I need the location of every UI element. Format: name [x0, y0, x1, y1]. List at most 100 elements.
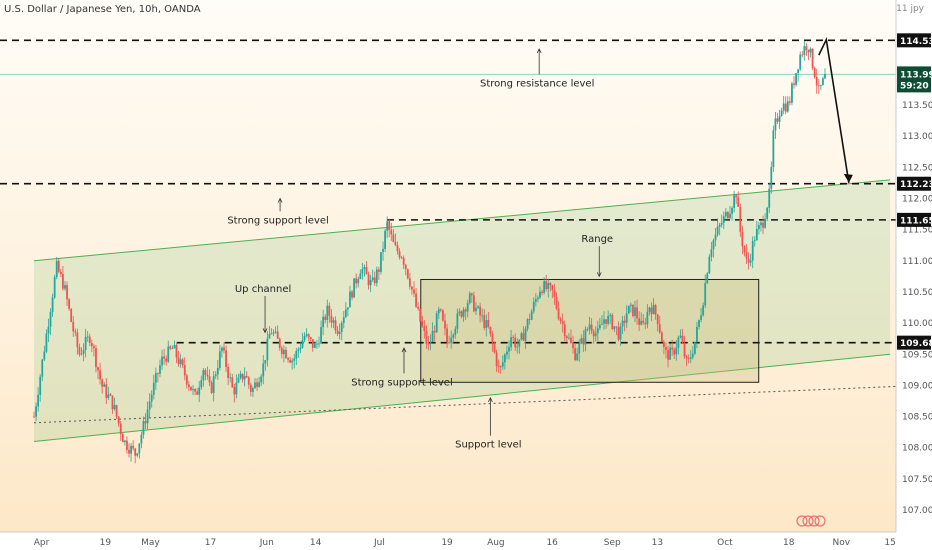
candle-body — [53, 277, 56, 298]
candle-body — [324, 316, 327, 320]
candle-body — [190, 386, 192, 391]
candle-body — [735, 195, 738, 198]
y-tick-label: 113.000 — [902, 132, 932, 142]
candle-body — [431, 330, 434, 342]
candle-body — [541, 291, 543, 293]
candle-body — [634, 307, 636, 317]
candle-body — [522, 333, 525, 341]
candle-body — [84, 336, 87, 350]
candle-body — [439, 309, 442, 311]
candle-body — [138, 443, 141, 454]
candle-body — [161, 356, 163, 366]
candle-body — [528, 319, 531, 320]
candle-body — [388, 221, 391, 231]
candle-body — [520, 333, 523, 340]
candle-body — [685, 356, 688, 359]
candle-body — [295, 351, 298, 359]
candle-body — [753, 240, 756, 242]
candle-body — [326, 305, 329, 320]
y-tick-label: 110.500 — [902, 288, 932, 298]
candle-body — [152, 382, 155, 395]
candle-body — [807, 49, 810, 53]
candle-body — [598, 324, 601, 329]
candle-body — [613, 326, 616, 329]
candle-body — [590, 324, 593, 332]
candle-body — [177, 357, 180, 365]
candle-body — [342, 317, 345, 323]
candle-body — [66, 285, 68, 300]
candle-body — [322, 316, 325, 328]
x-tick-label: Jun — [259, 538, 274, 548]
candle-body — [749, 260, 752, 263]
candle-body — [681, 335, 684, 343]
candle-body — [144, 421, 147, 424]
candle-body — [103, 384, 106, 387]
candle-body — [758, 225, 760, 229]
annotation-label-4: Strong support level — [351, 377, 453, 388]
y-tick-label: 107.000 — [902, 506, 932, 516]
candle-body — [652, 305, 655, 314]
candle-body — [344, 309, 347, 318]
candle-body — [99, 370, 101, 380]
candle-body — [493, 344, 496, 353]
candle-body — [82, 349, 85, 354]
candle-body — [586, 329, 589, 331]
candle-body — [421, 321, 424, 327]
candle-body — [49, 312, 52, 327]
candle-body — [111, 395, 114, 410]
candle-body — [41, 359, 44, 377]
candle-body — [743, 246, 746, 253]
time-axis — [0, 532, 896, 550]
candle-body — [408, 278, 411, 287]
candle-body — [454, 328, 457, 335]
level-tag-label: 112.237 — [900, 180, 932, 190]
y-tick-label: 112.000 — [902, 195, 932, 205]
candle-body — [117, 416, 120, 424]
candle-body — [282, 349, 285, 355]
candle-body — [501, 362, 504, 367]
candle-body — [654, 305, 657, 315]
candle-body — [406, 269, 409, 279]
candle-body — [677, 337, 680, 348]
candle-body — [706, 273, 709, 284]
candle-body — [656, 314, 659, 325]
candle-body — [700, 315, 702, 321]
candle-body — [815, 77, 818, 86]
candle-body — [448, 342, 451, 343]
candle-body — [462, 309, 465, 317]
candle-body — [526, 319, 529, 329]
candle-body — [495, 352, 498, 367]
candle-body — [266, 338, 269, 361]
channel-lower-line — [33, 353, 891, 442]
y-tick-label: 112.500 — [902, 163, 932, 173]
candle-body — [621, 320, 624, 327]
candle-body — [394, 242, 397, 246]
candle-body — [332, 320, 335, 323]
candle-body — [497, 366, 500, 368]
candle-body — [534, 299, 537, 302]
annotation-arrowhead-2 — [596, 272, 602, 278]
candle-body — [615, 326, 618, 328]
candle-body — [347, 307, 349, 310]
candle-body — [169, 346, 172, 349]
candle-body — [627, 305, 630, 314]
candle-body — [336, 330, 339, 335]
candle-body — [241, 373, 244, 380]
candle-body — [611, 315, 614, 329]
candle-body — [760, 222, 762, 226]
candle-body — [202, 370, 205, 381]
candle-body — [97, 367, 99, 371]
candle-body — [565, 336, 568, 339]
candle-body — [427, 343, 430, 345]
candle-body — [380, 252, 382, 272]
candle-body — [88, 336, 91, 344]
candle-body — [297, 349, 300, 352]
candle-body — [712, 240, 715, 250]
candle-body — [805, 46, 808, 50]
candle-body — [727, 212, 729, 219]
candle-body — [35, 406, 37, 417]
candle-body — [396, 245, 399, 252]
candle-body — [258, 382, 261, 387]
candle-body — [136, 453, 139, 456]
